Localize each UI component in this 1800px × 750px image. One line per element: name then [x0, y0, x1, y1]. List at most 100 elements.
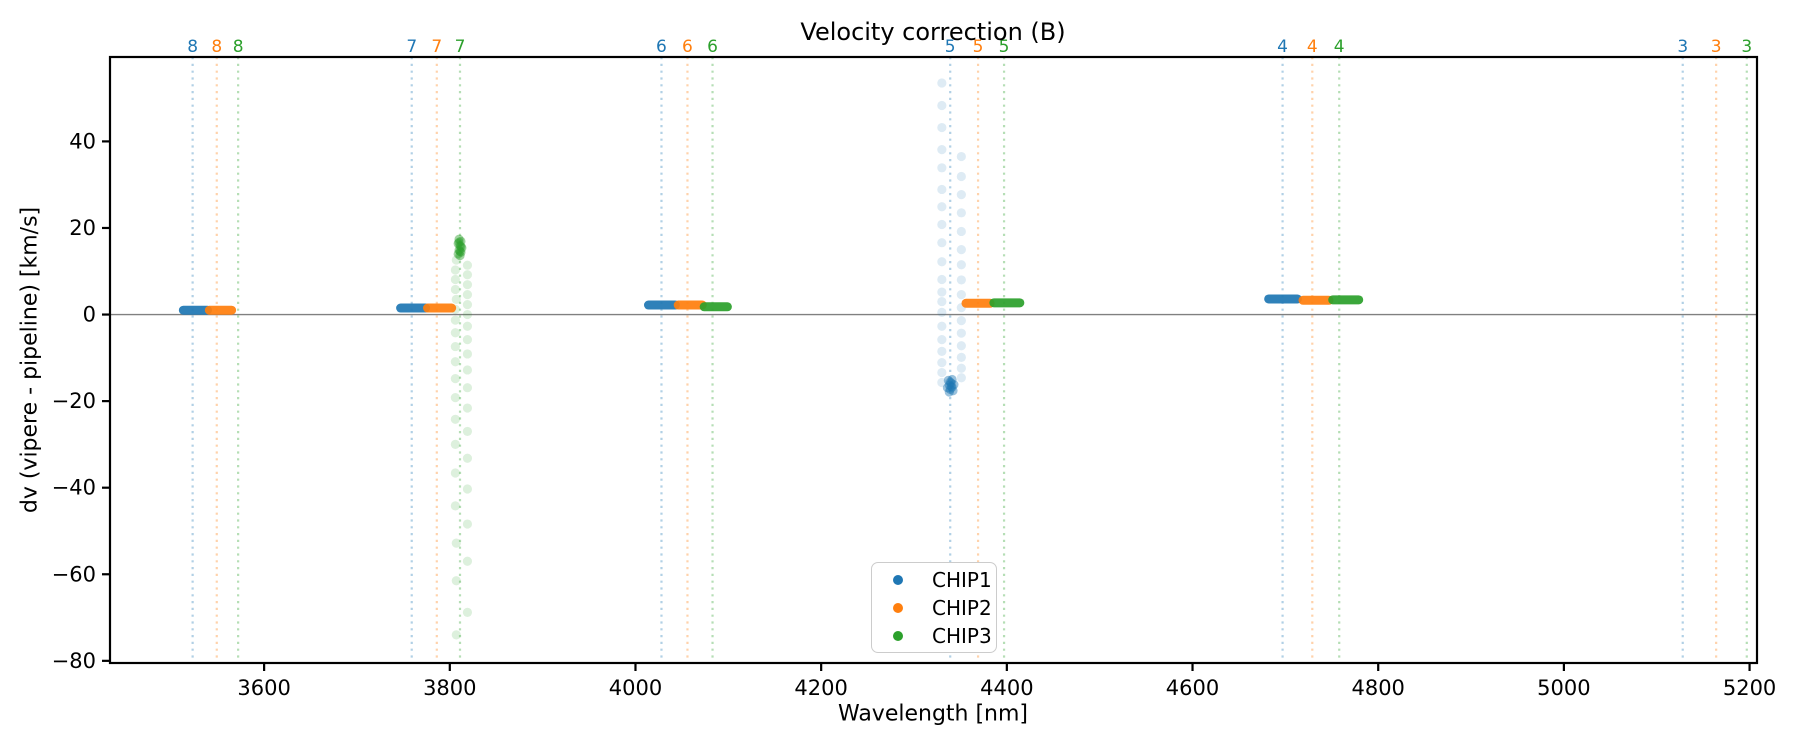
legend-item-chip1: CHIP1 — [872, 566, 996, 594]
outlier-point — [462, 335, 473, 345]
outlier-dense-point — [455, 251, 465, 261]
outlier-point — [462, 519, 473, 529]
outlier-dense-point — [947, 382, 957, 392]
y-tick-label: 40 — [69, 129, 96, 153]
outlier-point — [937, 335, 947, 345]
cluster-bar — [1264, 294, 1302, 304]
outlier-dense-point — [454, 245, 464, 255]
legend-label-chip1: CHIP1 — [932, 567, 992, 592]
outlier-point — [462, 290, 473, 300]
outlier-point — [462, 607, 473, 617]
x-tick-label: 4000 — [609, 676, 662, 700]
outlier-dense-point — [454, 234, 464, 244]
outlier-point — [937, 238, 947, 248]
order-number-label: 6 — [707, 37, 718, 57]
x-tick-label: 5200 — [1723, 676, 1776, 700]
outlier-point — [451, 576, 461, 586]
outlier-point — [937, 257, 947, 267]
chip1-marker-icon — [893, 574, 903, 585]
outlier-point — [450, 274, 460, 285]
x-tick-label: 5000 — [1537, 676, 1590, 700]
outlier-dense-point — [945, 377, 955, 387]
axes-spines — [108, 55, 1759, 665]
outlier-dense-point — [944, 380, 954, 390]
outlier-point — [956, 245, 966, 255]
outlier-point — [462, 270, 473, 280]
outlier-point — [956, 290, 966, 300]
outlier-dense-point — [946, 378, 956, 388]
order-number-label: 8 — [211, 37, 222, 57]
outlier-point — [462, 321, 473, 331]
chip2-marker-icon — [893, 602, 903, 613]
order-number-label: 8 — [233, 37, 244, 57]
outlier-point — [462, 484, 473, 494]
outlier-point — [450, 284, 460, 295]
outlier-dense-point — [455, 246, 465, 256]
outlier-point — [462, 426, 473, 437]
outlier-point — [956, 151, 966, 162]
cluster-bar — [204, 305, 237, 315]
outlier-point — [937, 202, 947, 212]
x-tick-label: 4400 — [980, 676, 1033, 700]
outlier-point — [450, 357, 460, 367]
outlier-dense-point — [456, 247, 466, 257]
order-number-label: 5 — [973, 37, 984, 57]
outlier-dense-point — [455, 241, 465, 251]
outlier-dense-point — [946, 381, 956, 392]
order-number-label: 4 — [1307, 37, 1318, 57]
outlier-point — [937, 377, 947, 388]
outlier-point — [937, 78, 947, 88]
outlier-point — [451, 630, 461, 640]
order-number-label: 4 — [1334, 37, 1345, 57]
y-tick-label: −80 — [52, 649, 96, 673]
order-number-label: 5 — [999, 37, 1010, 57]
y-tick-label: −40 — [52, 476, 96, 500]
outlier-point — [956, 328, 966, 338]
x-tick-label: 3600 — [237, 676, 290, 700]
x-tick-label: 4600 — [1166, 676, 1219, 700]
outlier-dense-point — [454, 237, 464, 247]
outlier-point — [956, 373, 966, 383]
outlier-point — [937, 287, 947, 297]
outlier-point — [956, 316, 966, 326]
legend: CHIP1 CHIP2 CHIP3 — [871, 562, 997, 653]
outlier-dense-point — [949, 380, 959, 390]
outlier-point — [450, 315, 460, 325]
outlier-point — [451, 255, 461, 265]
outlier-dense-point — [453, 249, 463, 259]
cluster-bar — [423, 303, 457, 313]
chart-title: Velocity correction (B) — [800, 18, 1066, 46]
outlier-dense-point — [942, 383, 953, 393]
outlier-point — [450, 341, 460, 352]
outlier-point — [956, 352, 966, 363]
order-number-label: 3 — [1677, 37, 1688, 57]
outlier-point — [462, 280, 473, 290]
outlier-point — [956, 341, 966, 351]
outlier-point — [937, 357, 947, 368]
x-tick-label: 3800 — [423, 676, 476, 700]
outlier-point — [462, 349, 473, 359]
outlier-point — [937, 184, 947, 195]
outlier-point — [450, 265, 460, 275]
order-number-label: 5 — [945, 37, 956, 57]
cluster-bar — [396, 303, 431, 313]
order-number-label: 4 — [1277, 37, 1288, 57]
outlier-point — [937, 307, 947, 317]
outlier-point — [462, 309, 473, 320]
order-number-label: 7 — [431, 37, 442, 57]
outlier-point — [937, 274, 947, 285]
order-number-label: 3 — [1711, 37, 1722, 57]
outlier-point — [462, 260, 473, 270]
outlier-dense-point — [456, 241, 466, 252]
outlier-dense-point — [457, 243, 467, 253]
outlier-point — [462, 383, 473, 393]
outlier-point — [956, 363, 966, 373]
outlier-point — [937, 219, 947, 230]
outlier-point — [937, 321, 947, 331]
cluster-bar — [178, 305, 212, 315]
order-number-label: 3 — [1741, 37, 1752, 57]
legend-item-chip2: CHIP2 — [872, 594, 996, 622]
outlier-point — [451, 294, 461, 304]
outlier-point — [462, 556, 473, 566]
cluster-bar — [673, 300, 707, 310]
